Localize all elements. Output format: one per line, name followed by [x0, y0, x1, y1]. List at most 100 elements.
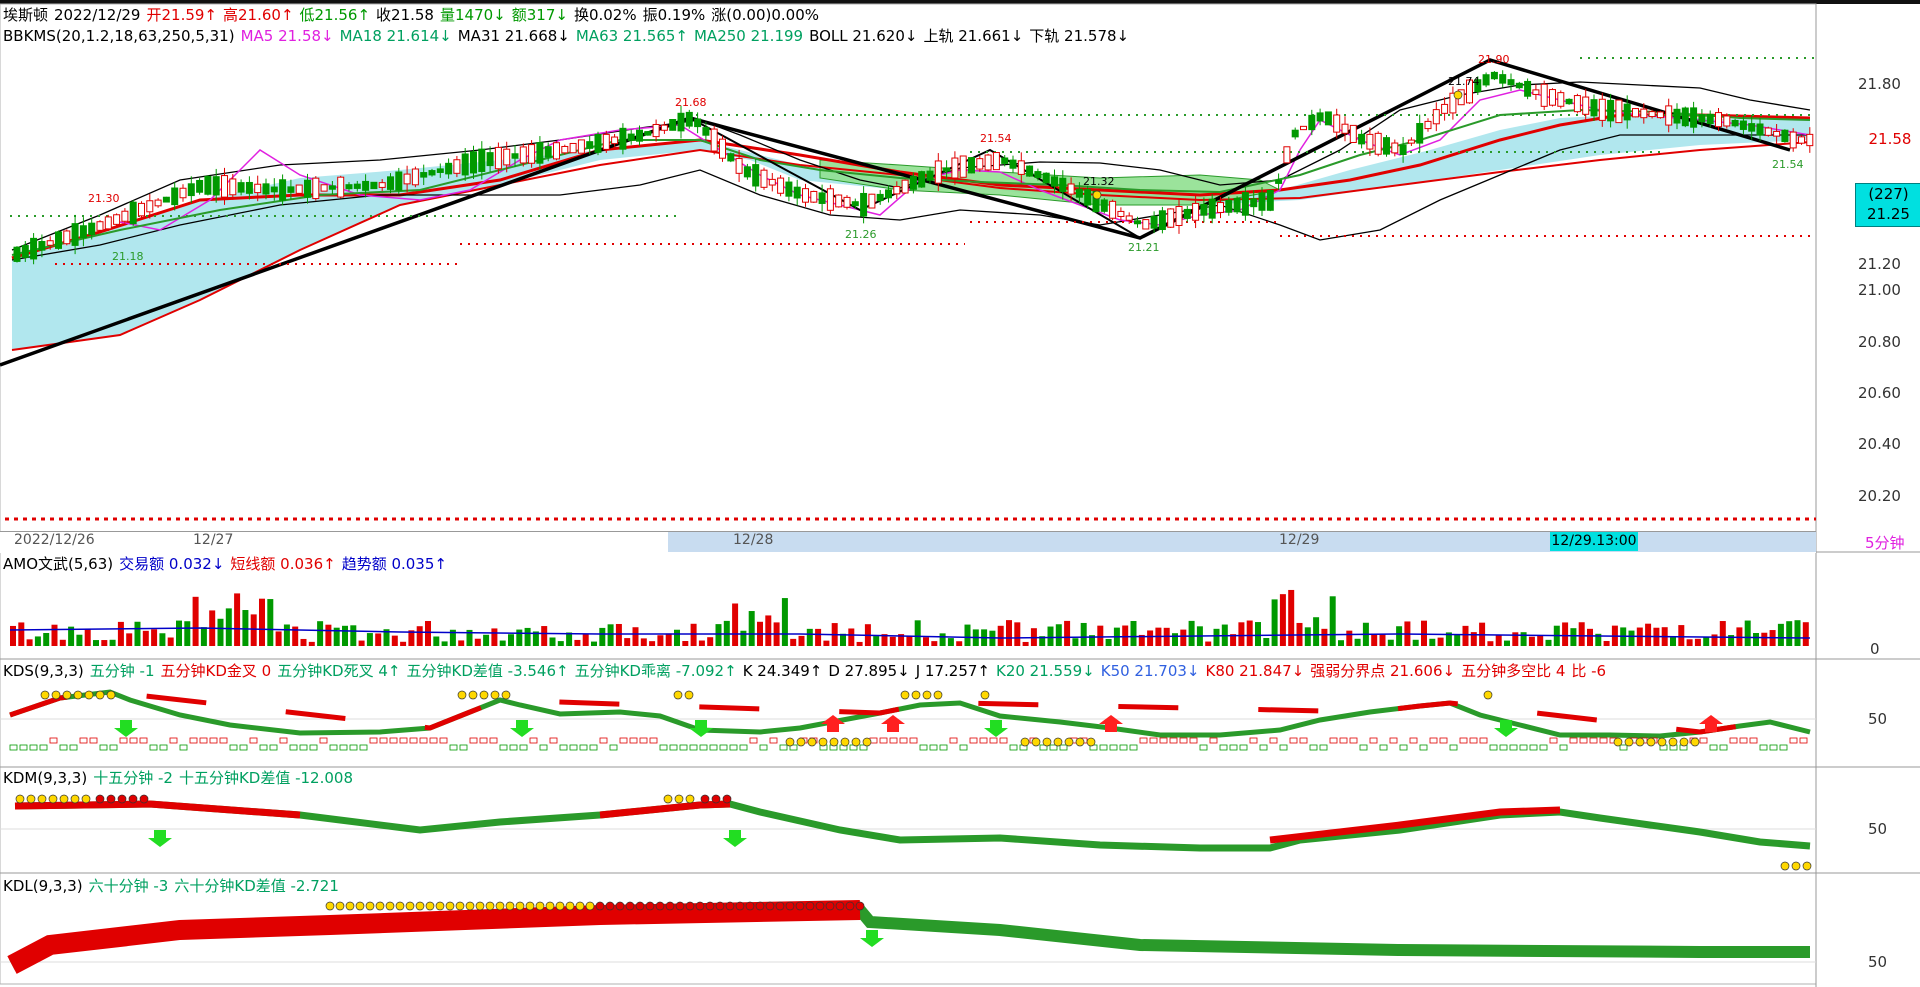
- upper-band-value: 上轨 21.661↓: [923, 27, 1024, 45]
- amo-short: 短线额 0.036↑: [230, 555, 336, 573]
- kds-header: KDS(9,3,3) 五分钟 -1 五分钟KD金叉 0 五分钟KD死叉 4↑ 五分钟KD…: [3, 661, 1612, 681]
- time-label: 12/27: [193, 532, 234, 548]
- boll-value: BOLL 21.620↓: [809, 27, 918, 45]
- kdl-tick: 50: [1868, 953, 1888, 971]
- time-label: 2022/12/26: [14, 532, 95, 548]
- kds-item: 五分钟KD乖离 -7.092↑: [574, 662, 737, 680]
- amo-trade: 交易额 0.032↓: [119, 555, 225, 573]
- amplitude: 振0.19%: [642, 6, 706, 24]
- kds-item: 五分钟多空比 4: [1461, 662, 1566, 680]
- ma5-value: MA5 21.58↓: [240, 27, 334, 45]
- down-arrows: [114, 720, 1518, 947]
- kds-item: 五分钟KD金叉 0: [160, 662, 272, 680]
- kds-item: D 27.895↓: [828, 662, 910, 680]
- annotation-label: 21.18: [112, 250, 144, 263]
- annotation-label: 21.90: [1478, 53, 1510, 66]
- up-arrows: [821, 715, 1723, 732]
- kds-name[interactable]: KDS(9,3,3): [3, 662, 84, 680]
- kdl-item: 六十分钟KD差值 -2.721: [174, 877, 339, 895]
- window-top-border: [0, 0, 1920, 4]
- kds-item: K20 21.559↓: [995, 662, 1095, 680]
- price-tick: 21.00: [1858, 281, 1901, 299]
- kdl-ribbon-red: [7, 900, 861, 974]
- kdl-header: KDL(9,3,3) 六十分钟 -3 六十分钟KD差值 -2.721: [3, 876, 345, 896]
- amo-tick: 0: [1870, 640, 1880, 658]
- price-tick: 21.80: [1858, 75, 1901, 93]
- low-price: 低21.56↑: [299, 6, 371, 24]
- kdm-name[interactable]: KDM(9,3,3): [3, 769, 88, 787]
- cursor-price: 21.25: [1867, 205, 1910, 223]
- kds-item: 强弱分界点 21.606↓: [1310, 662, 1456, 680]
- amount: 额317↓: [511, 6, 568, 24]
- lower-band-value: 下轨 21.578↓: [1029, 27, 1130, 45]
- stock-name: 埃斯顿: [3, 6, 49, 24]
- kds-tick: 50: [1868, 710, 1888, 728]
- kdm-header: KDM(9,3,3) 十五分钟 -2 十五分钟KD差值 -12.008: [3, 768, 359, 788]
- close-price: 收21.58: [376, 6, 434, 24]
- kds-item: 五分钟KD死叉 4↑: [277, 662, 401, 680]
- ma5-line: [119, 89, 1811, 231]
- candlesticks: [13, 70, 1814, 265]
- high-price: 高21.60↑: [223, 6, 294, 24]
- amo-name[interactable]: AMO文武(5,63): [3, 555, 114, 573]
- ma63-value: MA63 21.565↑: [575, 27, 688, 45]
- ma250-value: MA250 21.199: [693, 27, 804, 45]
- amo-volume-bars: [10, 589, 1809, 646]
- open-price: 开21.59↑: [146, 6, 217, 24]
- kdl-name[interactable]: KDL(9,3,3): [3, 877, 83, 895]
- quote-date: 2022/12/29: [54, 6, 141, 24]
- boll-upper-line: [11, 81, 1811, 251]
- kds-item: K80 21.847↓: [1205, 662, 1305, 680]
- current-price-tag: 21.58: [1860, 130, 1920, 150]
- kds-item: K 24.349↑: [742, 662, 823, 680]
- cursor-price-box: (227) 21.25: [1855, 183, 1920, 227]
- annotation-label: 21.32: [1083, 175, 1115, 188]
- annotation-label: 21.68: [675, 96, 707, 109]
- annotation-label: 21.26: [845, 228, 877, 241]
- signal-dots: [15, 90, 1812, 911]
- price-tick: 20.60: [1858, 384, 1901, 402]
- ma18-value: MA18 21.614↓: [339, 27, 452, 45]
- turnover: 换0.02%: [573, 6, 637, 24]
- ma18-line: [11, 108, 1811, 256]
- cursor-time-tag: 12/29.13:00: [1550, 532, 1638, 551]
- kds-ribbon: [9, 689, 1811, 739]
- boll-lower-line: [11, 134, 1810, 261]
- price-tick: 20.80: [1858, 333, 1901, 351]
- period-selector[interactable]: 5分钟: [1865, 534, 1905, 552]
- annotation-label: 21.54: [1772, 158, 1804, 171]
- kds-item: 五分钟KD差值 -3.546↑: [406, 662, 569, 680]
- boll-band-fill: [12, 115, 1810, 350]
- kds-item: 五分钟 -1: [89, 662, 155, 680]
- price-tick: 20.40: [1858, 435, 1901, 453]
- quote-header: 埃斯顿 2022/12/29 开21.59↑ 高21.60↑ 低21.56↑ 收21.58…: [3, 5, 825, 25]
- annotation-label: 21.21: [1128, 241, 1160, 254]
- kdm-item: 十五分钟KD差值 -12.008: [178, 769, 353, 787]
- kdm-ribbon-green: [14, 800, 1811, 852]
- kds-item: 比 -6: [1571, 662, 1607, 680]
- time-axis-selection[interactable]: [668, 532, 1816, 552]
- price-tick: 20.20: [1858, 487, 1901, 505]
- kdl-item: 六十分钟 -3: [88, 877, 169, 895]
- main-indicator-header: BBKMS(20,1.2,18,63,250,5,31) MA5 21.58↓ MA…: [3, 26, 1135, 46]
- kdm-item: 十五分钟 -2: [93, 769, 173, 787]
- amo-header: AMO文武(5,63) 交易额 0.032↓ 短线额 0.036↑ 趋势额 0.035…: [3, 554, 453, 574]
- kds-item: K50 21.703↓: [1100, 662, 1200, 680]
- price-tick: 21.20: [1858, 255, 1901, 273]
- volume: 量1470↓: [439, 6, 506, 24]
- time-label: 12/29: [1279, 532, 1320, 548]
- amo-trend-line: [9, 627, 1811, 639]
- annotation-label: 21.30: [88, 192, 120, 205]
- annotation-label: 21.54: [980, 132, 1012, 145]
- ma31-value: MA31 21.668↓: [457, 27, 570, 45]
- indicator-name[interactable]: BBKMS(20,1.2,18,63,250,5,31): [3, 27, 235, 45]
- annotation-label: 21.74: [1448, 75, 1480, 88]
- kds-boxes: [9, 737, 1808, 751]
- cursor-count: (227): [1868, 185, 1909, 203]
- change: 涨(0.00)0.00%: [711, 6, 820, 24]
- kds-item: J 17.257↑: [915, 662, 990, 680]
- amo-trend: 趋势额 0.035↑: [341, 555, 447, 573]
- time-label: 12/28: [733, 532, 774, 548]
- kdm-ribbon-red: [14, 800, 1561, 844]
